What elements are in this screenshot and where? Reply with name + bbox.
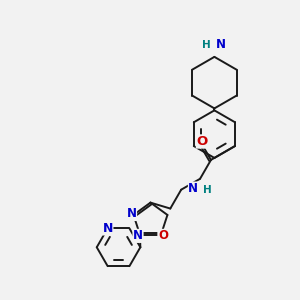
- Text: N: N: [215, 38, 225, 51]
- Text: H: H: [203, 185, 212, 195]
- Text: H: H: [202, 40, 210, 50]
- Text: O: O: [196, 135, 208, 148]
- Text: N: N: [133, 230, 143, 242]
- Text: N: N: [103, 222, 113, 235]
- Text: N: N: [188, 182, 198, 195]
- Text: N: N: [127, 207, 136, 220]
- Text: O: O: [158, 230, 168, 242]
